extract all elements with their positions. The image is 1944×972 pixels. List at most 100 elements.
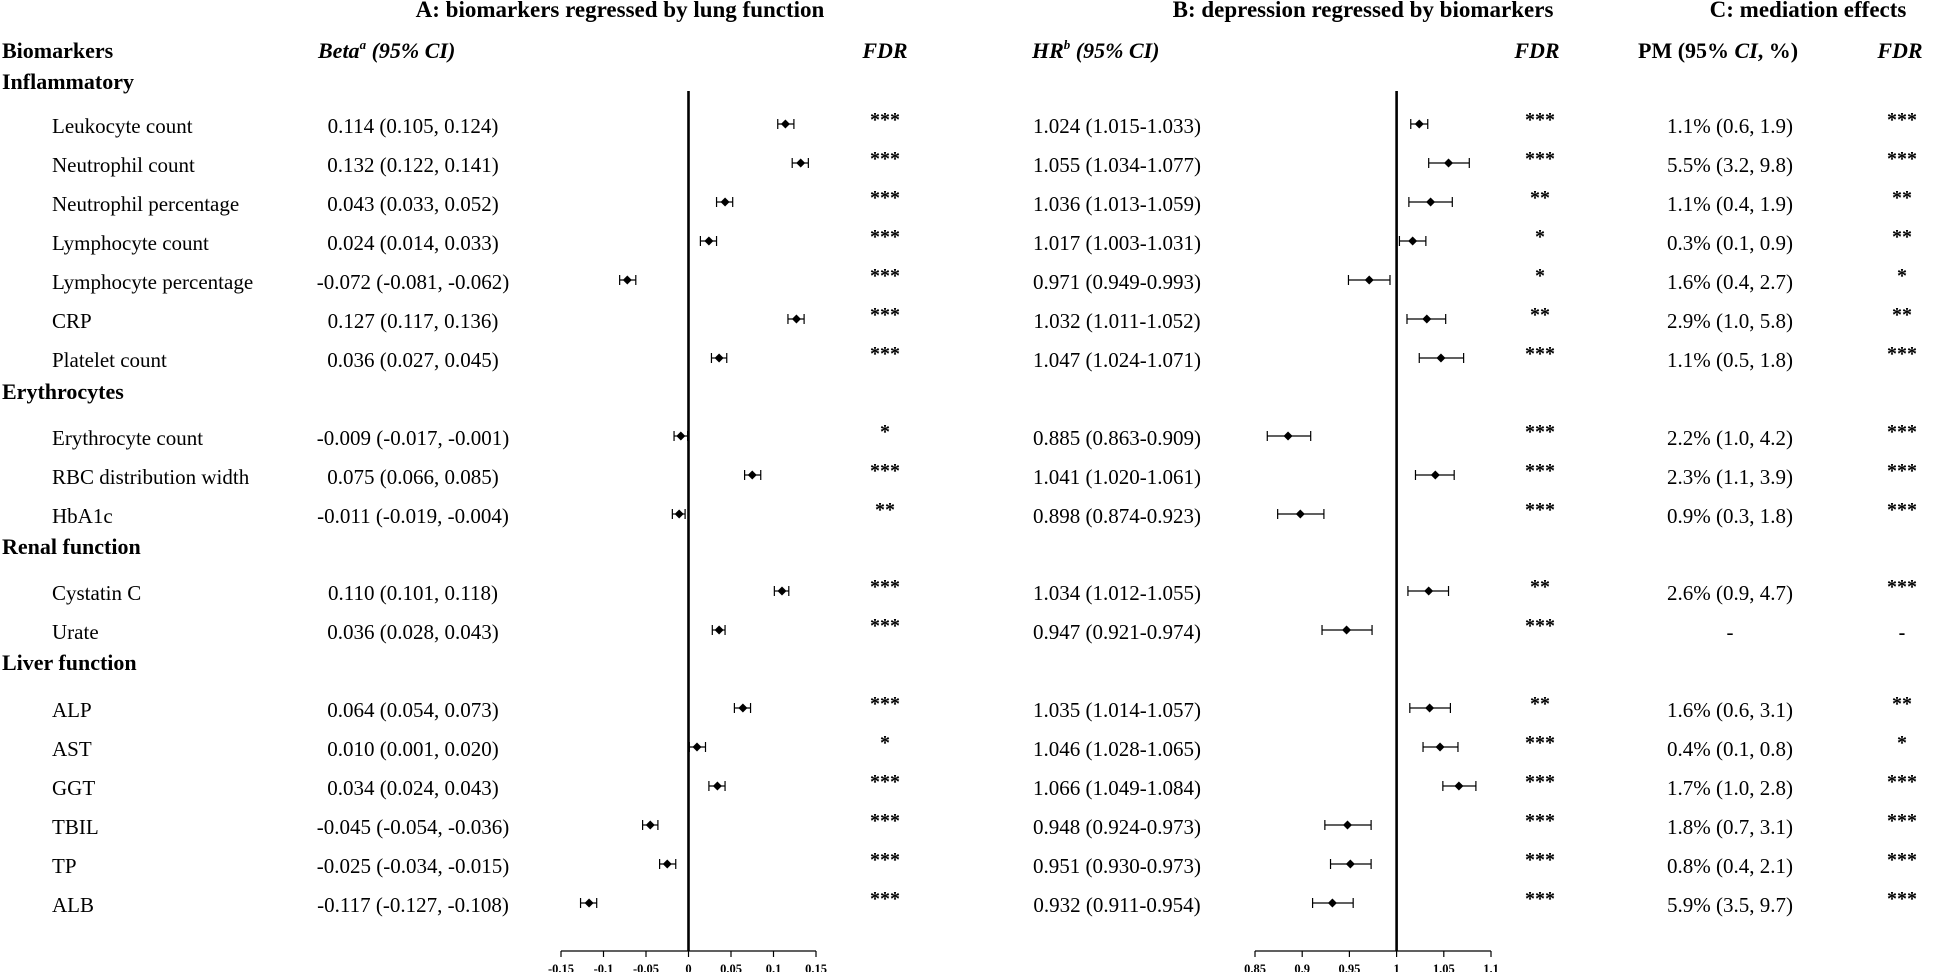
- fdr-c-value: **: [1892, 304, 1912, 326]
- fdr-a-value: **: [875, 499, 895, 521]
- pm-ci-value: -: [1727, 620, 1734, 644]
- hr-ci-header: HRb (95% CI): [1031, 37, 1160, 63]
- plot-b-tick-label: 0.85: [1244, 962, 1266, 972]
- plot-a-point-estimate: [796, 158, 806, 168]
- hr-ci-value: 1.035 (1.014-1.057): [1033, 698, 1201, 722]
- beta-ci-value: 0.024 (0.014, 0.033): [327, 231, 499, 255]
- fdr-a-value: ***: [870, 187, 900, 209]
- pm-ci-value: 1.7% (1.0, 2.8): [1667, 776, 1793, 800]
- plot-a-tick-label: -0.05: [633, 962, 659, 972]
- plot-b-point-estimate: [1408, 236, 1418, 246]
- fdr-a-value: ***: [870, 693, 900, 715]
- fdr-b-value: *: [1535, 265, 1545, 287]
- fdr-a-value: ***: [870, 615, 900, 637]
- fdr-a-value: ***: [870, 849, 900, 871]
- plot-b-point-estimate: [1424, 586, 1434, 596]
- fdr-c-value: ***: [1887, 576, 1917, 598]
- pm-ci-value: 2.6% (0.9, 4.7): [1667, 581, 1793, 605]
- fdr-a-value: ***: [870, 343, 900, 365]
- panel-c-title: C: mediation effects: [1710, 0, 1907, 22]
- biomarker-name: TBIL: [52, 815, 99, 839]
- table-rows: Inflammatory Erythrocytes Renal function Li…: [2, 69, 1917, 917]
- fdr-a-value: ***: [870, 226, 900, 248]
- pm-ci-value: 0.9% (0.3, 1.8): [1667, 504, 1793, 528]
- biomarker-name: Lymphocyte percentage: [52, 270, 253, 294]
- fdr-c-header: FDR: [1876, 38, 1922, 63]
- fdr-c-value: ***: [1887, 771, 1917, 793]
- forest-plot-b: 0.85 0.9 0.95 1 1.05 1.1: [1244, 91, 1499, 972]
- fdr-a-value: ***: [870, 810, 900, 832]
- plot-b-point-estimate: [1422, 314, 1432, 324]
- beta-ci-value: 0.034 (0.024, 0.043): [327, 776, 499, 800]
- plot-b-point-estimate: [1327, 898, 1337, 908]
- beta-ci-value: 0.075 (0.066, 0.085): [327, 465, 499, 489]
- plot-b-tick-label: 0.9: [1294, 962, 1310, 972]
- hr-ci-value: 1.066 (1.049-1.084): [1033, 776, 1201, 800]
- beta-ci-value: 0.110 (0.101, 0.118): [328, 581, 498, 605]
- fdr-b-value: *: [1535, 226, 1545, 248]
- plot-a-tick-label: 0.05: [720, 962, 742, 972]
- fdr-b-value: **: [1530, 187, 1550, 209]
- beta-ci-value: -0.011 (-0.019, -0.004): [317, 504, 509, 528]
- pm-ci-value: 5.9% (3.5, 9.7): [1667, 893, 1793, 917]
- fdr-c-value: **: [1892, 226, 1912, 248]
- plot-b-point-estimate: [1345, 859, 1355, 869]
- hr-header-sup: b: [1064, 37, 1071, 52]
- biomarker-name: HbA1c: [52, 504, 113, 528]
- plot-b-tick-label: 1.05: [1433, 962, 1455, 972]
- plot-a-point-estimate: [662, 859, 672, 869]
- biomarker-name: Lymphocyte count: [52, 231, 209, 255]
- plot-b-point-estimate: [1425, 703, 1435, 713]
- plot-a-point-estimate: [714, 625, 724, 635]
- beta-ci-value: 0.010 (0.001, 0.020): [327, 737, 499, 761]
- hr-ci-value: 1.024 (1.015-1.033): [1033, 114, 1201, 138]
- biomarker-name: Leukocyte count: [52, 114, 193, 138]
- hr-ci-value: 0.947 (0.921-0.974): [1033, 620, 1201, 644]
- group-label: Liver function: [2, 650, 137, 675]
- hr-ci-value: 1.034 (1.012-1.055): [1033, 581, 1201, 605]
- plot-a-point-estimate: [791, 314, 801, 324]
- beta-ci-value: 0.132 (0.122, 0.141): [327, 153, 499, 177]
- fdr-b-value: **: [1530, 576, 1550, 598]
- plot-b-point-estimate: [1444, 158, 1454, 168]
- beta-ci-value: -0.117 (-0.127, -0.108): [317, 893, 509, 917]
- pm-header-ci: CI: [1735, 38, 1760, 63]
- hr-ci-value: 1.046 (1.028-1.065): [1033, 737, 1201, 761]
- plot-a-tick-label: -0.1: [594, 962, 614, 972]
- pm-header-main: PM (95%: [1638, 38, 1735, 63]
- plot-b-point-estimate: [1436, 353, 1446, 363]
- pm-ci-value: 0.3% (0.1, 0.9): [1667, 231, 1793, 255]
- beta-ci-header: Betaa (95% CI): [317, 37, 455, 63]
- biomarker-name: Cystatin C: [52, 581, 141, 605]
- fdr-a-value: ***: [870, 888, 900, 910]
- fdr-c-value: *: [1897, 732, 1907, 754]
- fdr-b-value: ***: [1525, 732, 1555, 754]
- beta-ci-value: 0.043 (0.033, 0.052): [327, 192, 499, 216]
- beta-ci-value: 0.036 (0.027, 0.045): [327, 348, 499, 372]
- pm-ci-value: 1.6% (0.6, 3.1): [1667, 698, 1793, 722]
- biomarker-name: Neutrophil count: [52, 153, 195, 177]
- fdr-b-value: ***: [1525, 849, 1555, 871]
- pm-ci-value: 1.1% (0.5, 1.8): [1667, 348, 1793, 372]
- plot-a-tick-label: 0: [685, 962, 691, 972]
- panel-b-title: B: depression regressed by biomarkers: [1173, 0, 1554, 22]
- pm-ci-header: PM (95% CI, %): [1638, 38, 1798, 63]
- hr-ci-value: 1.036 (1.013-1.059): [1033, 192, 1201, 216]
- fdr-c-value: ***: [1887, 460, 1917, 482]
- plot-b-point-estimate: [1283, 431, 1293, 441]
- plot-b-point-estimate: [1430, 470, 1440, 480]
- plot-a-point-estimate: [674, 509, 684, 519]
- plot-a-point-estimate: [712, 781, 722, 791]
- panel-a-title: A: biomarkers regressed by lung function: [416, 0, 825, 22]
- beta-ci-value: -0.072 (-0.081, -0.062): [317, 270, 509, 294]
- fdr-c-value: ***: [1887, 810, 1917, 832]
- fdr-c-value: *: [1897, 265, 1907, 287]
- fdr-a-value: *: [880, 421, 890, 443]
- hr-ci-value: 0.971 (0.949-0.993): [1033, 270, 1201, 294]
- fdr-a-value: ***: [870, 148, 900, 170]
- plot-a-point-estimate: [720, 197, 730, 207]
- pm-header-end: , %): [1758, 38, 1798, 63]
- fdr-c-value: ***: [1887, 421, 1917, 443]
- group-label: Erythrocytes: [2, 379, 124, 404]
